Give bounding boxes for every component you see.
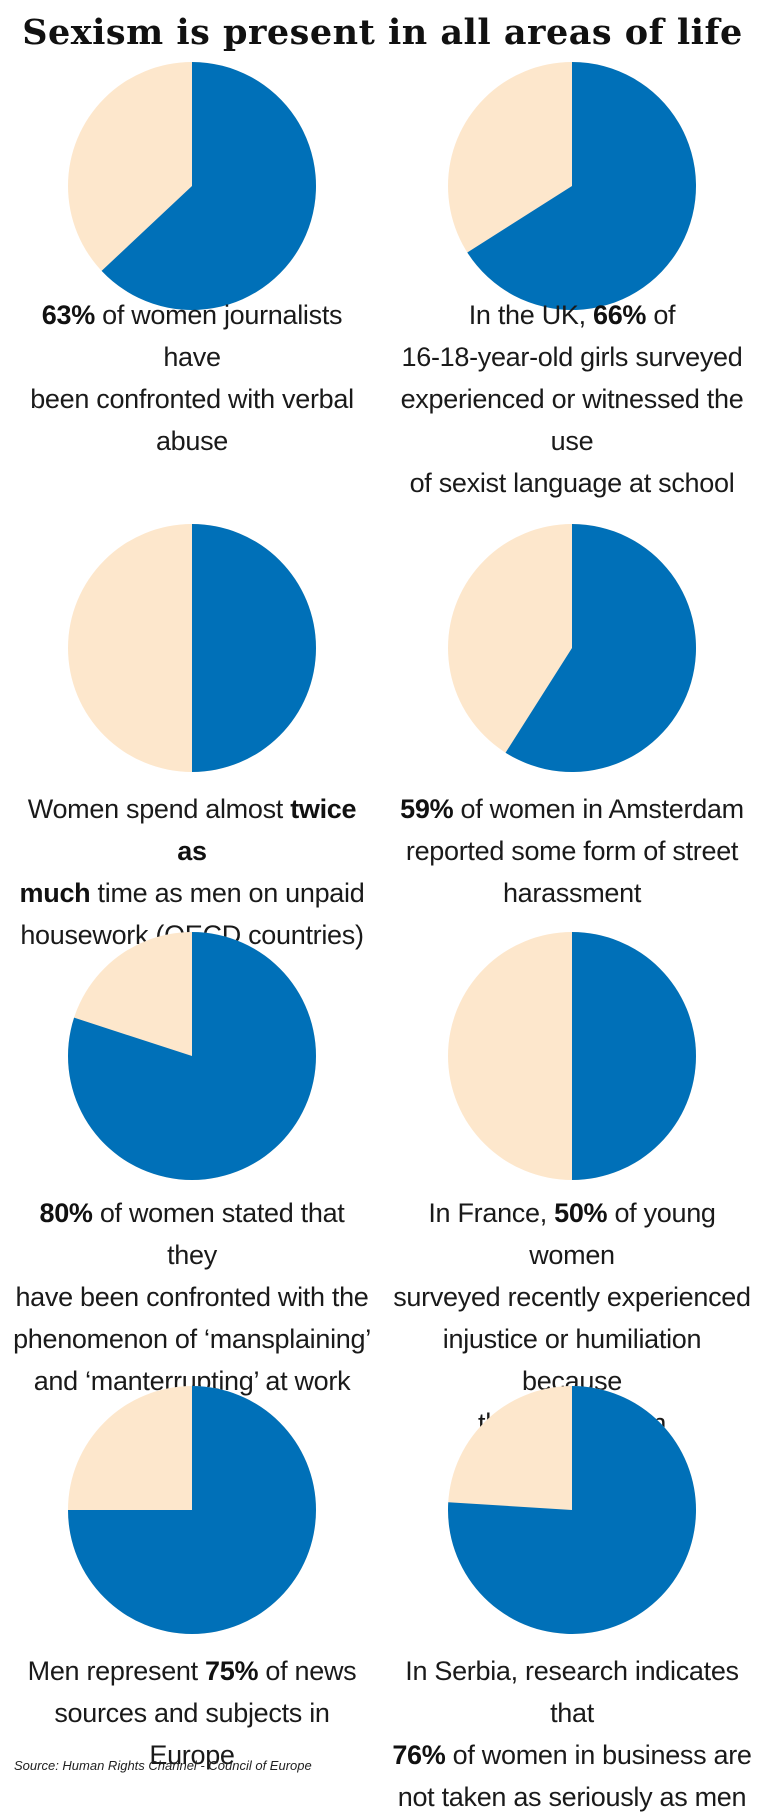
caption-line: experienced or witnessed the use [400, 384, 744, 456]
caption-line: surveyed recently experienced [393, 1282, 751, 1312]
caption-line: phenomenon of ‘mansplaining’ [13, 1324, 371, 1354]
pie-chart [68, 62, 316, 310]
stat-caption: In Serbia, research indicates that 76% of… [392, 1650, 752, 1818]
pie-svg [68, 62, 316, 310]
caption-highlight: 63% [41, 300, 95, 330]
stat-caption: 63% of women journalists have been confro… [12, 294, 372, 462]
caption-highlight: 66% [593, 300, 647, 330]
caption-line: of sexist language at school [409, 468, 735, 498]
pie-svg [68, 524, 316, 772]
stat-caption: In the UK, 66% of 16-18-year-old girls su… [392, 294, 752, 504]
caption-highlight: 80% [39, 1198, 93, 1228]
caption-line: 16-18-year-old girls surveyed [401, 342, 743, 372]
pie-slice-share [192, 524, 316, 772]
stat-caption: Women spend almost twice as much time as … [12, 788, 372, 956]
caption-line: sources and subjects in Europe [54, 1698, 330, 1770]
pie-chart [68, 932, 316, 1180]
caption-line: In the UK, 66% of [468, 300, 676, 330]
caption-line: been confronted with verbal [30, 384, 354, 414]
pie-slice-share [467, 62, 696, 310]
pie-slice-share [101, 62, 316, 310]
pie-chart [448, 62, 696, 310]
pie-svg [448, 1386, 696, 1634]
pie-slice-share [572, 932, 696, 1180]
pie-slice-share [68, 1386, 316, 1634]
caption-line: harassment [502, 878, 642, 908]
caption-line: Men represent 75% of news [27, 1656, 357, 1686]
caption-highlight: much [19, 878, 91, 908]
caption-line: In France, 50% of young women [428, 1198, 716, 1270]
caption-line: 59% of women in Amsterdam [400, 794, 744, 824]
caption-line: Women spend almost twice as [27, 794, 357, 866]
pie-chart [448, 932, 696, 1180]
caption-line: 63% of women journalists have [41, 300, 343, 372]
caption-line: reported some form of street [405, 836, 739, 866]
pie-chart [68, 1386, 316, 1634]
pie-svg [448, 62, 696, 310]
caption-highlight: 76% [392, 1740, 446, 1770]
caption-line: 76% of women in business are [392, 1740, 752, 1770]
caption-line: have been confronted with the [15, 1282, 369, 1312]
page-title: Sexism is present in all areas of life [22, 12, 743, 53]
stat-caption: 59% of women in Amsterdam reported some f… [392, 788, 752, 914]
pie-chart [68, 524, 316, 772]
stat-caption: Men represent 75% of news sources and sub… [12, 1650, 372, 1776]
caption-line: abuse [155, 426, 229, 456]
caption-line: not taken as seriously as men [397, 1782, 747, 1812]
pie-chart [448, 524, 696, 772]
pie-svg [448, 932, 696, 1180]
pie-svg [68, 1386, 316, 1634]
pie-chart [448, 1386, 696, 1634]
caption-highlight: 50% [554, 1198, 608, 1228]
caption-highlight: 75% [205, 1656, 259, 1686]
caption-line: 80% of women stated that they [39, 1198, 345, 1270]
source-note: Source: Human Rights Channel - Council o… [14, 1758, 312, 1773]
pie-svg [68, 932, 316, 1180]
pie-slice-share [448, 1386, 696, 1634]
caption-highlight: twice as [177, 794, 357, 866]
pie-slice-share [68, 932, 316, 1180]
caption-line: In Serbia, research indicates that [405, 1656, 739, 1728]
stat-caption: 80% of women stated that they have been c… [12, 1192, 372, 1402]
pie-slice-share [505, 524, 696, 772]
caption-highlight: 59% [400, 794, 454, 824]
caption-line: much time as men on unpaid [19, 878, 365, 908]
pie-svg [448, 524, 696, 772]
